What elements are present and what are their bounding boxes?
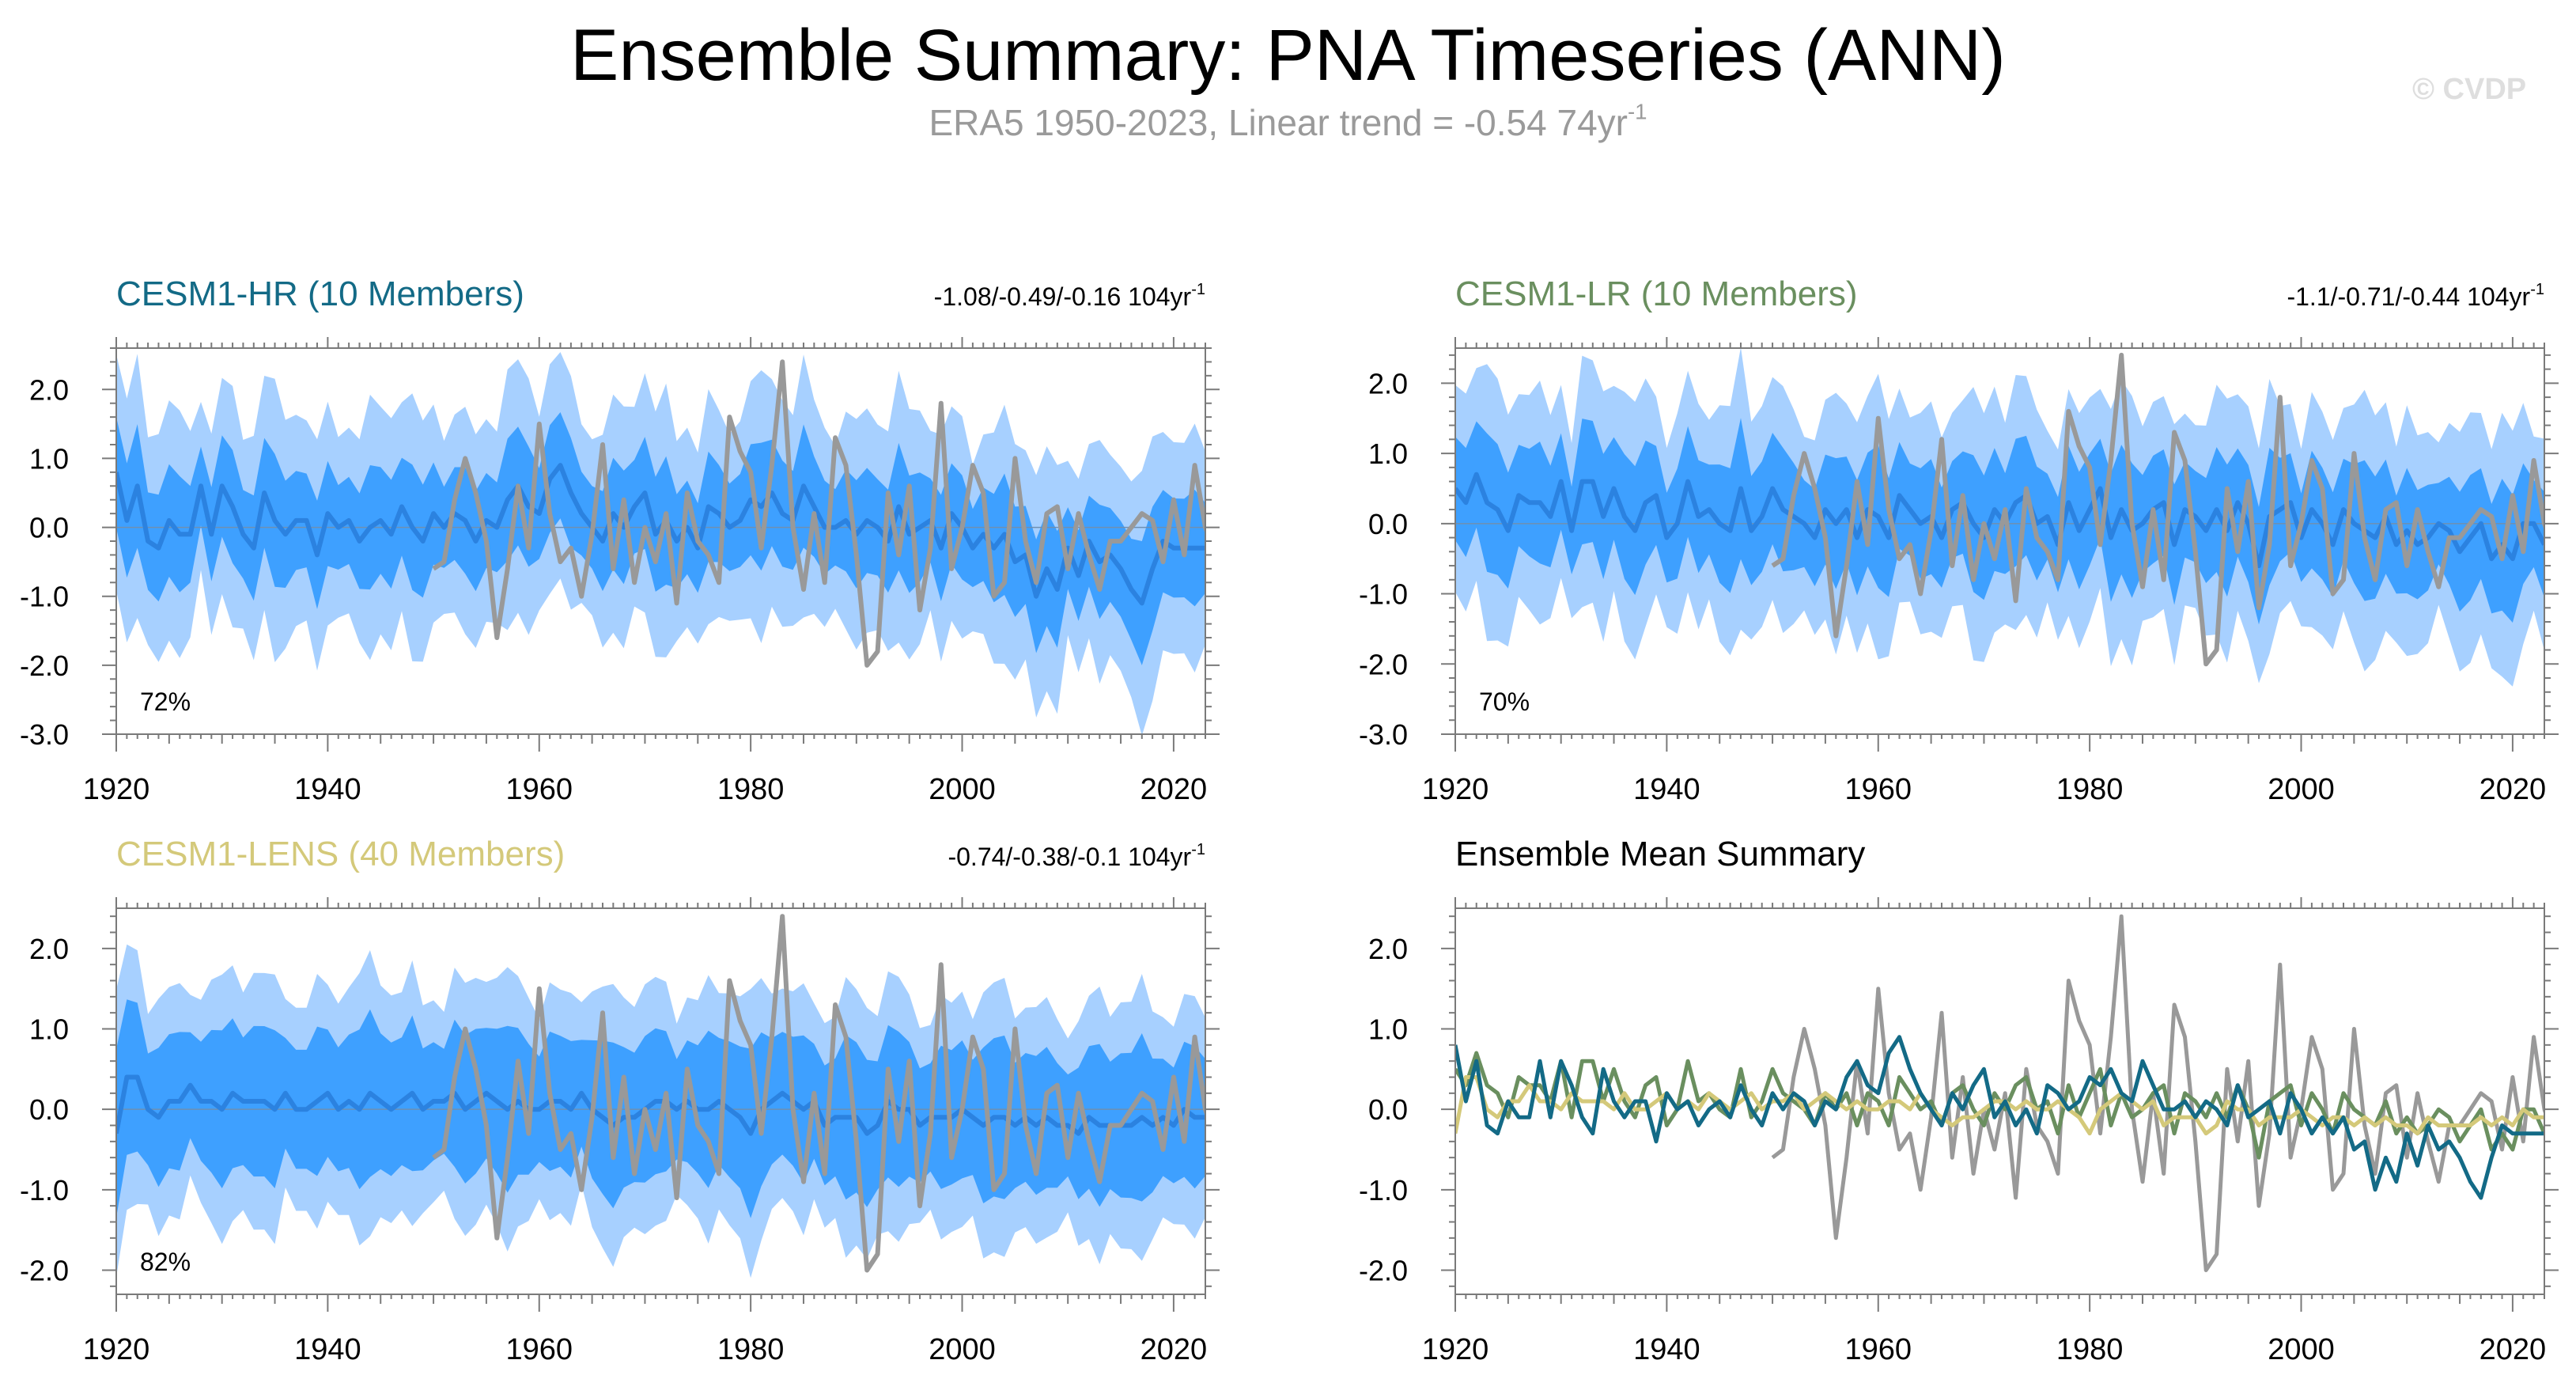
ensemble-band-inner — [1455, 418, 2544, 625]
x-tick-label: 2000 — [929, 773, 996, 806]
panel-title: CESM1-HR (10 Members) — [116, 275, 524, 313]
x-tick-label: 1920 — [83, 1333, 150, 1366]
trend-text: -1.1/-0.71/-0.44 104yr — [2287, 282, 2530, 311]
x-tick-label: 2020 — [2480, 773, 2547, 806]
x-tick-label: 2000 — [2268, 773, 2335, 806]
y-tick-label: 1.0 — [1368, 438, 1408, 470]
trend-exponent: -1 — [1191, 841, 1205, 858]
trend-exponent: -1 — [1191, 281, 1205, 298]
y-tick-label: -1.0 — [20, 1174, 69, 1206]
main-title: Ensemble Summary: PNA Timeseries (ANN) — [570, 15, 2006, 96]
observed-line — [432, 359, 1205, 668]
observed-line — [1771, 352, 2544, 667]
x-tick-label: 2020 — [2480, 1333, 2547, 1366]
pattern-correlation-label: 70% — [1479, 688, 1530, 716]
panel-lens: 1920 1940 1960 1980 2000 2020 -2.0 -1.0 0.0 1.0 2.… — [20, 835, 1220, 1366]
trend-exponent: -1 — [2530, 281, 2544, 298]
x-tick-label: 1960 — [505, 1333, 573, 1366]
y-tick-label: -2.0 — [1359, 1255, 1408, 1287]
main-subtitle: ERA5 1950-2023, Linear trend = -0.54 74y… — [0, 99, 2576, 144]
y-tick-label: 0.0 — [1368, 1093, 1408, 1126]
y-tick-label: -1.0 — [20, 581, 69, 613]
y-tick-label: 2.0 — [29, 373, 69, 406]
plot-area-lr — [1455, 348, 2544, 687]
x-tick-label: 2000 — [2268, 1333, 2335, 1366]
ensemble-mean-line-lens — [1455, 1075, 2544, 1136]
x-tick-label: 2020 — [1140, 1333, 1208, 1366]
observed-line — [1771, 914, 2544, 1272]
y-tick-label: -1.0 — [1359, 1174, 1408, 1206]
y-tick-label: 1.0 — [29, 1013, 69, 1046]
x-tick-label: 1940 — [294, 773, 361, 806]
panel-hr: 1920 1940 1960 1980 2000 2020 -3.0 -2.0 -1.0 0.0 1… — [20, 275, 1220, 806]
x-tick-label: 1940 — [1633, 1333, 1700, 1366]
panel-title: Ensemble Mean Summary — [1455, 835, 1865, 873]
x-tick-label: 1960 — [505, 773, 573, 806]
panel-title: CESM1-LENS (40 Members) — [116, 835, 565, 873]
plot-frame — [1454, 907, 2545, 1295]
x-tick-label: 1920 — [83, 773, 150, 806]
trend-text: -0.74/-0.38/-0.1 104yr — [948, 843, 1191, 871]
x-tick-label: 1940 — [1633, 773, 1700, 806]
y-tick-label: 1.0 — [29, 442, 69, 475]
cvdp-watermark: © CVDP — [2412, 73, 2527, 106]
y-tick-label: 2.0 — [1368, 933, 1408, 965]
x-tick-label: 2020 — [1140, 773, 1208, 806]
y-tick-label: -2.0 — [1359, 648, 1408, 680]
pattern-correlation-label: 72% — [140, 688, 191, 716]
y-tick-label: 0.0 — [29, 1093, 69, 1126]
trend-label: -1.1/-0.71/-0.44 104yr-1 — [2287, 281, 2544, 311]
y-tick-label: -3.0 — [1359, 718, 1408, 751]
y-tick-label: -1.0 — [1359, 578, 1408, 611]
y-tick-label: 1.0 — [1368, 1013, 1408, 1046]
y-tick-label: -2.0 — [20, 650, 69, 682]
x-tick-label: 1920 — [1422, 773, 1489, 806]
y-tick-label: -2.0 — [20, 1255, 69, 1287]
x-tick-label: 1980 — [2056, 1333, 2124, 1366]
y-tick-label: 2.0 — [29, 933, 69, 965]
trend-text: -1.08/-0.49/-0.16 104yr — [934, 282, 1192, 311]
observed-line — [432, 914, 1205, 1273]
x-tick-label: 1960 — [1844, 1333, 1912, 1366]
trend-label: -0.74/-0.38/-0.1 104yr-1 — [948, 841, 1205, 871]
x-tick-label: 1960 — [1844, 773, 1912, 806]
panel-lr: 1920 1940 1960 1980 2000 2020 -3.0 -2.0 -1.0 0.0 1… — [1359, 275, 2559, 806]
plot-area-lens — [116, 914, 1205, 1278]
subtitle-text: ERA5 1950-2023, Linear trend = -0.54 74y… — [929, 102, 1628, 143]
plot-frame — [115, 907, 1206, 1295]
trend-label: -1.08/-0.49/-0.16 104yr-1 — [934, 281, 1205, 311]
plot-frame — [1454, 347, 2545, 735]
x-tick-label: 1920 — [1422, 1333, 1489, 1366]
ensemble-mean-line-hr — [1455, 1035, 2544, 1200]
x-tick-label: 1980 — [2056, 773, 2124, 806]
plot-area-summary — [1455, 914, 2544, 1272]
plot-area-hr — [116, 352, 1205, 734]
y-tick-label: -3.0 — [20, 718, 69, 751]
x-tick-label: 1980 — [717, 773, 785, 806]
x-tick-label: 1940 — [294, 1333, 361, 1366]
pattern-correlation-label: 82% — [140, 1248, 191, 1276]
subtitle-exponent: -1 — [1627, 99, 1647, 124]
y-tick-label: 0.0 — [1368, 508, 1408, 540]
x-tick-label: 2000 — [929, 1333, 996, 1366]
y-tick-label: 2.0 — [1368, 367, 1408, 400]
y-tick-label: 0.0 — [29, 512, 69, 544]
x-tick-label: 1980 — [717, 1333, 785, 1366]
panel-title: CESM1-LR (10 Members) — [1455, 275, 1858, 313]
panel-summary: 1920 1940 1960 1980 2000 2020 -2.0 -1.0 0.0 1.0 2.… — [1359, 835, 2559, 1366]
